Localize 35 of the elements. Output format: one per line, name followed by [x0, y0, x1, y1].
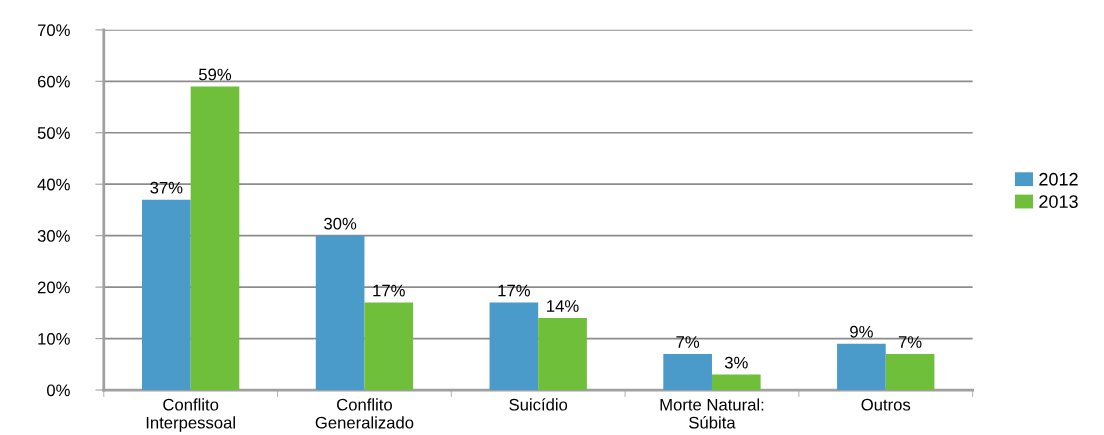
y-tick-label: 0% — [47, 384, 70, 397]
data-label: 7% — [898, 336, 922, 348]
bar — [315, 235, 365, 391]
data-label: 59% — [198, 68, 232, 81]
bar — [364, 302, 414, 391]
data-label: 3% — [724, 356, 748, 369]
bar — [885, 354, 935, 391]
bar — [538, 317, 587, 391]
y-tick-label: 40% — [37, 178, 70, 191]
y-tick-label: 70% — [37, 24, 70, 37]
x-tick-label: Conflito Interpessoal — [146, 398, 235, 432]
bar — [837, 343, 886, 391]
data-label: 17% — [498, 284, 530, 297]
bar — [489, 302, 539, 391]
y-tick-label: 10% — [38, 332, 70, 345]
data-label: 7% — [676, 336, 700, 348]
legend-label: 2013 — [1039, 195, 1078, 208]
x-tick-label: Conflito Generalizado — [315, 398, 414, 429]
y-tick-label: 60% — [37, 75, 70, 88]
data-label: 30% — [324, 217, 357, 230]
bar — [711, 374, 761, 391]
data-label: 9% — [850, 325, 873, 338]
data-label: 17% — [373, 284, 405, 297]
y-tick-label: 20% — [37, 281, 70, 294]
y-tick-label: 30% — [37, 230, 70, 242]
x-tick-label: Morte Natural: Súbita — [660, 398, 764, 429]
legend-label: 2012 — [1039, 172, 1078, 186]
y-tick-label: 50% — [37, 127, 70, 139]
bar — [142, 199, 191, 391]
bar — [663, 354, 712, 391]
data-label: 37% — [150, 181, 183, 194]
x-tick-label: Suicídio — [509, 398, 568, 411]
x-tick-label: Outros — [861, 398, 911, 411]
bar — [190, 86, 240, 391]
data-label: 14% — [547, 300, 579, 312]
